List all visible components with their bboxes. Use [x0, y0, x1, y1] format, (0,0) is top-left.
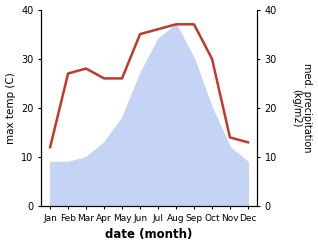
Y-axis label: med. precipitation
(kg/m2): med. precipitation (kg/m2) — [291, 63, 313, 153]
X-axis label: date (month): date (month) — [105, 228, 193, 242]
Y-axis label: max temp (C): max temp (C) — [5, 72, 16, 144]
